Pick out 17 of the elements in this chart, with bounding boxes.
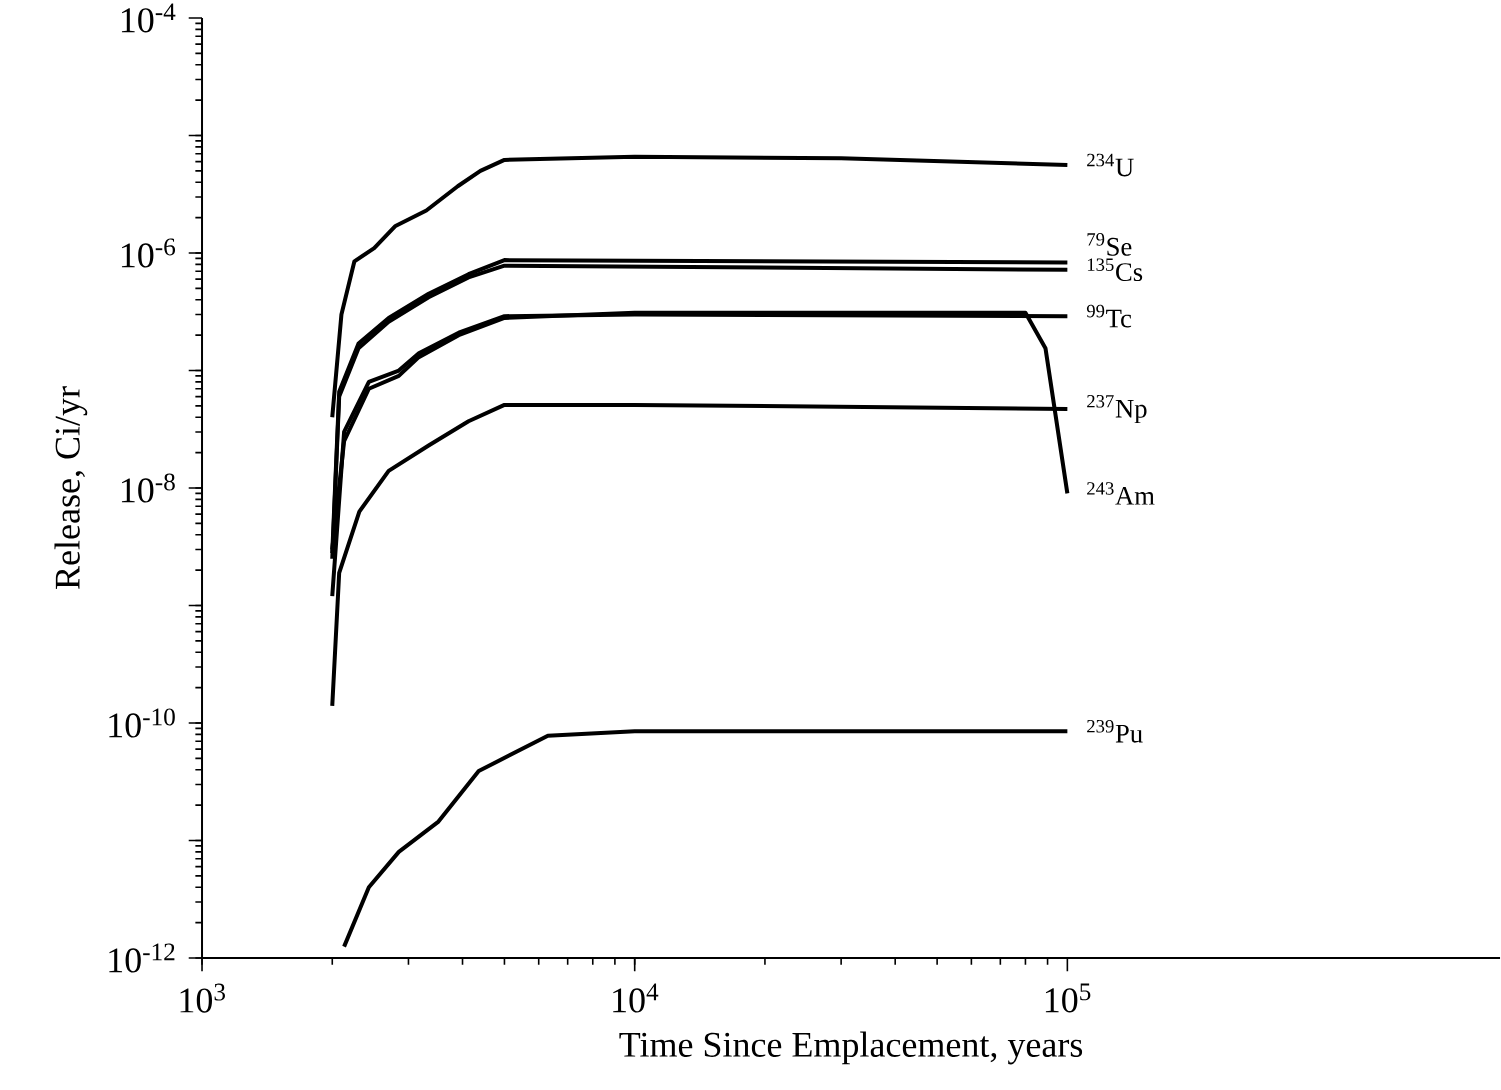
y-axis-title: Release, Ci/yr	[54, 386, 88, 589]
series-label: $^{99}$Tc	[1086, 304, 1132, 328]
y-tick-label: 10$^{-4}$	[121, 3, 176, 33]
series-label: $^{237}$Np	[1087, 395, 1147, 424]
series-label: $^{243}$Am	[1087, 482, 1155, 505]
y-tick-label: 10$^{-12}$	[109, 943, 175, 973]
series-label: $^{135}$Cs	[1087, 258, 1143, 282]
series-label: $^{79}$Se	[1087, 233, 1132, 256]
series-label: $^{234}$U	[1087, 153, 1134, 177]
x-tick-label: 10$^{5}$	[1045, 983, 1091, 1013]
x-tick-label: 10$^{3}$	[180, 983, 225, 1013]
x-tick-label: 10$^{4}$	[613, 983, 659, 1013]
x-axis-title: Time Since Emplacement, years	[619, 1031, 1083, 1065]
y-tick-label: 10$^{-8}$	[121, 473, 175, 503]
y-tick-label: 10$^{-6}$	[121, 238, 176, 268]
series-label: $^{239}$Pu	[1087, 719, 1143, 743]
y-tick-label: 10$^{-10}$	[109, 708, 175, 738]
